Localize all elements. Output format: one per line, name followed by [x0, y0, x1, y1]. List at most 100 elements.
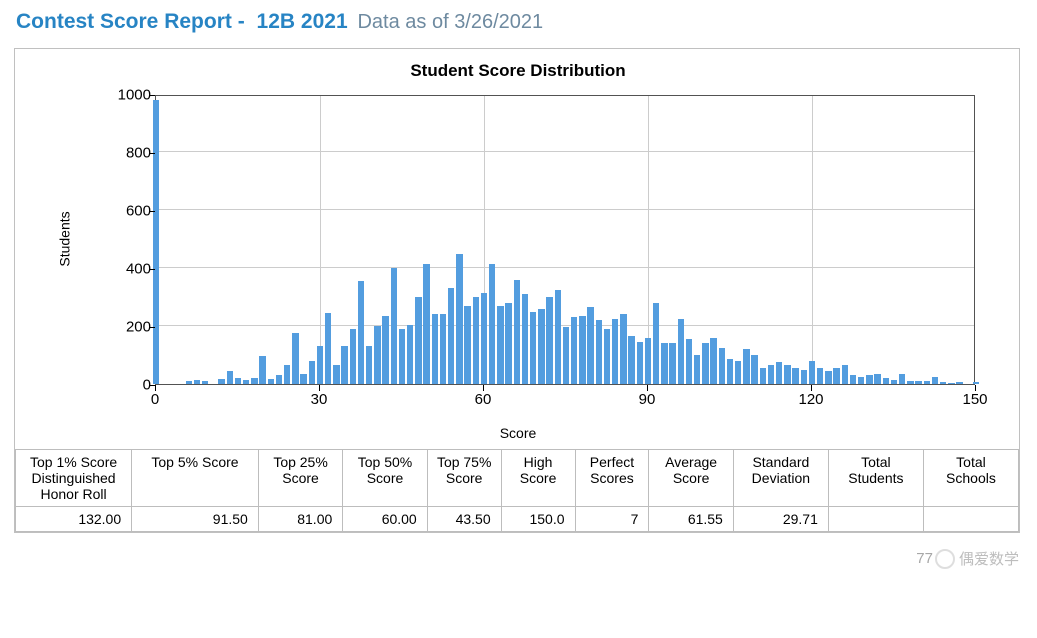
histogram-bar [555, 290, 562, 384]
histogram-bar [571, 317, 578, 384]
histogram-bar [473, 297, 480, 384]
histogram-bar [825, 371, 832, 384]
histogram-bar [645, 338, 652, 384]
stats-value-cell: 150.0 [501, 507, 575, 532]
stats-table: Top 1% Score Distinguished Honor RollTop… [15, 449, 1019, 532]
histogram-bar [432, 314, 439, 384]
stats-value-cell: 60.00 [343, 507, 427, 532]
x-tick-label: 120 [798, 391, 823, 408]
histogram-bar [751, 355, 758, 384]
x-tick-mark [811, 385, 812, 391]
histogram-bar [973, 382, 980, 384]
histogram-bar [924, 381, 931, 384]
histogram-bar [153, 100, 160, 384]
histogram-bar [399, 329, 406, 384]
stats-value-row: 132.0091.5081.0060.0043.50150.0761.5529.… [16, 507, 1019, 532]
histogram-bar [678, 319, 685, 384]
chart-region: Student Score Distribution Students Scor… [15, 49, 1021, 449]
x-tick-mark [483, 385, 484, 391]
watermark-text: 偶爱数学 [959, 548, 1019, 569]
histogram-bar [440, 314, 447, 384]
histogram-bar [292, 333, 299, 384]
report-header: Contest Score Report - 12B 2021 Data as … [16, 10, 1023, 34]
histogram-bar [333, 365, 340, 384]
histogram-bar [317, 346, 324, 384]
histogram-bar [538, 309, 545, 384]
histogram-bar [637, 342, 644, 384]
y-tick-mark [149, 269, 155, 270]
histogram-bar [325, 313, 332, 384]
stats-column-header: Top 75% Score [427, 450, 501, 507]
histogram-bar [227, 371, 234, 384]
histogram-bar [604, 329, 611, 384]
histogram-bar [866, 375, 873, 384]
histogram-bar [948, 383, 955, 384]
histogram-bar [202, 381, 209, 384]
x-tick-label: 30 [311, 391, 328, 408]
histogram-bar [448, 288, 455, 384]
y-tick-label: 200 [91, 319, 151, 336]
histogram-bar [620, 314, 627, 384]
histogram-bar [899, 374, 906, 384]
histogram-bar [727, 359, 734, 384]
x-tick-label: 150 [962, 391, 987, 408]
histogram-bar [784, 365, 791, 384]
histogram-bar [382, 316, 389, 384]
y-tick-label: 600 [91, 203, 151, 220]
histogram-bar [251, 378, 258, 384]
histogram-bar [842, 365, 849, 384]
stats-column-header: Perfect Scores [575, 450, 649, 507]
stats-column-header: Average Score [649, 450, 733, 507]
stats-column-header: Top 50% Score [343, 450, 427, 507]
histogram-bar [940, 382, 947, 384]
histogram-bar [669, 343, 676, 384]
y-tick-mark [149, 211, 155, 212]
stats-value-cell: 91.50 [132, 507, 259, 532]
histogram-bar [505, 303, 512, 384]
stats-value-cell: 132.00 [16, 507, 132, 532]
histogram-bar [563, 327, 570, 384]
gridline-horizontal [156, 209, 974, 210]
histogram-bar [768, 365, 775, 384]
gridline-horizontal [156, 325, 974, 326]
stats-column-header: Top 5% Score [132, 450, 259, 507]
gridline-vertical [812, 96, 813, 384]
report-title-prefix: Contest Score Report - [16, 10, 245, 33]
stats-value-cell: 61.55 [649, 507, 733, 532]
histogram-bar [284, 365, 291, 384]
x-tick-mark [975, 385, 976, 391]
gridline-vertical [320, 96, 321, 384]
histogram-bar [850, 375, 857, 384]
histogram-bar [276, 375, 283, 384]
histogram-bar [792, 368, 799, 384]
x-tick-mark [647, 385, 648, 391]
histogram-bar [186, 381, 193, 384]
histogram-bar [932, 377, 939, 384]
histogram-bar [497, 306, 504, 384]
histogram-bar [801, 370, 808, 385]
histogram-bar [743, 349, 750, 384]
y-tick-label: 400 [91, 261, 151, 278]
chart-title: Student Score Distribution [15, 61, 1021, 81]
x-tick-label: 60 [475, 391, 492, 408]
histogram-bar [415, 297, 422, 384]
stats-column-header: Total Schools [923, 450, 1018, 507]
histogram-bar [833, 368, 840, 384]
histogram-bar [268, 379, 275, 384]
histogram-bar [391, 268, 398, 384]
histogram-bar [456, 254, 463, 385]
x-tick-label: 90 [639, 391, 656, 408]
histogram-bar [956, 382, 963, 384]
histogram-bar [858, 377, 865, 384]
histogram-bar [218, 379, 225, 384]
y-tick-mark [149, 95, 155, 96]
histogram-bar [809, 361, 816, 384]
chart-x-axis-label: Score [15, 425, 1021, 441]
y-tick-mark [149, 327, 155, 328]
stats-value-cell: 81.00 [258, 507, 342, 532]
histogram-bar [243, 380, 250, 384]
histogram-bar [710, 338, 717, 384]
stats-value-cell [923, 507, 1018, 532]
histogram-bar [464, 306, 471, 384]
y-tick-label: 1000 [91, 87, 151, 104]
